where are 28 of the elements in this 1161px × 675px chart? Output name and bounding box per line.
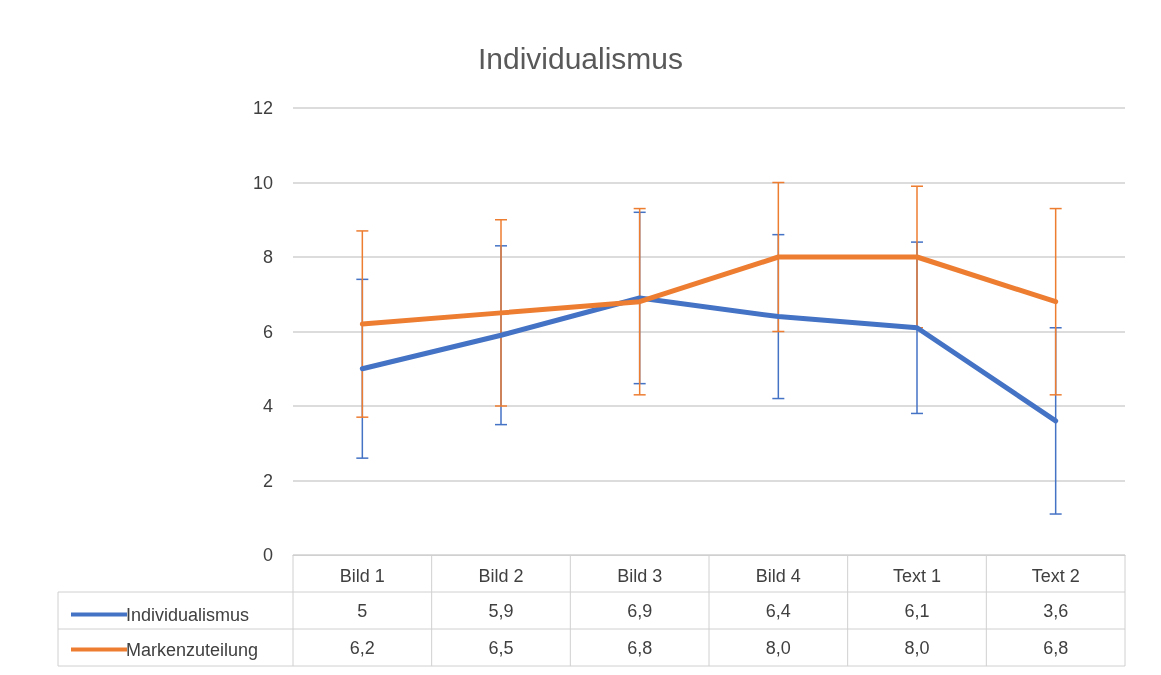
legend-label: Markenzuteilung [126, 639, 259, 660]
y-tick-label: 4 [262, 396, 273, 416]
x-tick-label: Bild 3 [617, 566, 663, 586]
y-tick-label: 6 [262, 321, 273, 342]
data-label: 6,8 [627, 637, 653, 658]
x-tick-label: Text 2 [1031, 566, 1080, 586]
data-label: 6,8 [1043, 637, 1069, 658]
data-label: 6,1 [904, 600, 930, 621]
data-label: 6,4 [765, 600, 791, 621]
data-label: 6,5 [488, 637, 514, 658]
x-tick-label: Bild 4 [755, 566, 801, 586]
x-tick-label: Text 1 [892, 566, 942, 586]
chart-title: Individualismus [477, 41, 684, 75]
y-tick-label: 0 [262, 545, 273, 565]
y-tick-label: 2 [262, 470, 273, 491]
x-tick-label: Bild 2 [478, 566, 524, 586]
legend-label: Individualismus [126, 604, 250, 625]
data-label: 6,2 [349, 637, 375, 658]
data-label: 5,9 [488, 600, 514, 621]
data-label: 8,0 [904, 637, 930, 658]
data-label: 5 [357, 600, 368, 621]
y-tick-label: 8 [262, 247, 273, 267]
data-label: 8,0 [765, 637, 791, 658]
data-label: 3,6 [1043, 600, 1069, 621]
y-tick-label: 12 [252, 98, 273, 118]
data-label: 6,9 [627, 600, 653, 621]
x-tick-label: Bild 1 [339, 566, 385, 586]
y-tick-label: 10 [252, 172, 273, 193]
